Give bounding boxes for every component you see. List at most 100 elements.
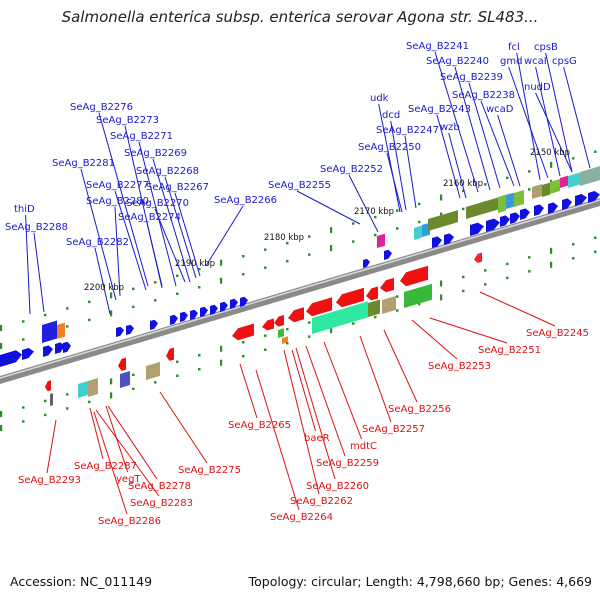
- tick-mark: [132, 305, 135, 309]
- forward-gene-label: SeAg_B2250: [358, 142, 421, 153]
- forward-gene-arrow: [43, 345, 53, 357]
- leader-line: [323, 341, 363, 440]
- reverse-gene-arrow: [336, 287, 364, 308]
- reverse-gene-arrow: [166, 347, 174, 361]
- leader-line: [114, 190, 147, 291]
- tick-mark: [396, 227, 399, 230]
- leader-line: [535, 92, 573, 173]
- scale-tick-label: 2160 kbp: [443, 179, 483, 189]
- forward-gene-label: SeAg_B2247: [376, 125, 439, 136]
- reverse-gene-label: SeAg_B2251: [478, 345, 541, 356]
- tick-mark: [528, 270, 531, 273]
- forward-gene-label: wzb: [440, 122, 460, 133]
- forward-gene-block: [506, 192, 514, 209]
- leader-line: [390, 120, 407, 211]
- leader-line: [98, 112, 149, 287]
- forward-gene-block: [466, 197, 498, 219]
- tick-mark: [528, 188, 531, 191]
- reverse-gene-block: [312, 301, 368, 334]
- forward-gene-arrow: [534, 204, 544, 216]
- tick-mark: [308, 235, 311, 238]
- tick-mark: [506, 176, 509, 180]
- tick-mark: [132, 373, 135, 377]
- leader-line: [124, 125, 163, 289]
- leader-line: [25, 214, 31, 315]
- reverse-gene-arrow: [45, 380, 51, 392]
- leader-line: [479, 291, 556, 327]
- reverse-gene-arrow: [400, 265, 428, 287]
- tick-mark: [572, 157, 575, 160]
- forward-gene-arrow: [55, 342, 65, 354]
- reverse-gene-label: yegT: [116, 474, 141, 485]
- reverse-gene-label: SeAg_B2283: [130, 498, 193, 509]
- tick-mark: [242, 273, 245, 276]
- tick-mark: [242, 341, 245, 344]
- tick-mark: [198, 354, 201, 357]
- tick-mark: [418, 220, 421, 224]
- forward-gene-label: dcd: [382, 110, 400, 121]
- tick-mark: [440, 294, 443, 301]
- tick-mark: [242, 355, 245, 358]
- leader-line: [295, 347, 336, 480]
- forward-gene-block: [550, 179, 560, 194]
- forward-gene-arrow: [230, 298, 238, 309]
- scale-tick-label: 2200 kbp: [84, 283, 124, 293]
- reverse-gene-label: SeAg_B2262: [290, 496, 353, 507]
- forward-gene-arrow: [562, 198, 572, 210]
- tick-mark: [550, 247, 553, 254]
- forward-gene-label: SeAg_B2271: [110, 131, 173, 142]
- tick-mark: [0, 343, 3, 349]
- reverse-gene-block: [88, 378, 98, 397]
- tick-mark: [154, 381, 157, 384]
- forward-gene-arrow: [520, 208, 530, 220]
- forward-gene-block: [560, 175, 568, 188]
- reverse-gene-label: SeAg_B2275: [178, 465, 241, 476]
- tick-mark: [22, 320, 25, 323]
- forward-gene-block: [542, 182, 550, 197]
- leader-line: [480, 100, 515, 187]
- leader-line: [174, 192, 201, 277]
- reverse-gene-label: SeAg_B2257: [362, 424, 425, 435]
- scale-tick-label: 2190 kbp: [175, 259, 215, 269]
- forward-gene-block: [377, 233, 385, 248]
- leader-line: [305, 345, 346, 457]
- forward-gene-block: [580, 166, 600, 186]
- reverse-gene-arrow: [380, 277, 394, 293]
- tick-mark: [88, 300, 91, 304]
- leader-line: [291, 349, 317, 432]
- leader-line: [283, 349, 320, 495]
- tick-mark: [286, 341, 289, 345]
- tick-mark: [198, 286, 201, 289]
- tick-mark: [374, 315, 377, 319]
- forward-gene-label: SeAg_B2243: [408, 104, 471, 115]
- leader-line: [436, 114, 461, 199]
- forward-gene-arrow: [150, 319, 158, 330]
- tick-mark: [462, 275, 465, 279]
- forward-gene-arrow: [575, 194, 587, 206]
- leader-line: [255, 369, 300, 511]
- reverse-gene-label: SeAg_B2265: [228, 420, 291, 431]
- leader-line: [296, 190, 361, 225]
- tick-mark: [110, 310, 113, 317]
- leader-line: [411, 319, 458, 360]
- leader-line: [468, 82, 501, 189]
- reverse-gene-arrow: [232, 323, 254, 341]
- tick-mark: [462, 207, 465, 211]
- tick-mark: [22, 338, 25, 341]
- leader-line: [434, 51, 479, 193]
- tick-mark: [352, 322, 355, 325]
- tick-mark: [66, 307, 69, 310]
- tick-mark: [594, 250, 597, 253]
- leader-line: [107, 405, 158, 480]
- forward-gene-label: SeAg_B2267: [146, 182, 209, 193]
- forward-gene-arrow: [384, 249, 392, 260]
- reverse-gene-arrow: [306, 297, 332, 317]
- reverse-gene-arrow: [118, 357, 126, 371]
- tick-mark: [462, 189, 465, 193]
- tick-mark: [440, 194, 443, 201]
- forward-gene-arrow: [180, 311, 188, 322]
- tick-mark: [396, 209, 399, 212]
- tick-mark: [66, 325, 69, 328]
- forward-gene-label: SeAg_B2239: [440, 72, 503, 83]
- forward-gene-label: SeAg_B2266: [214, 195, 277, 206]
